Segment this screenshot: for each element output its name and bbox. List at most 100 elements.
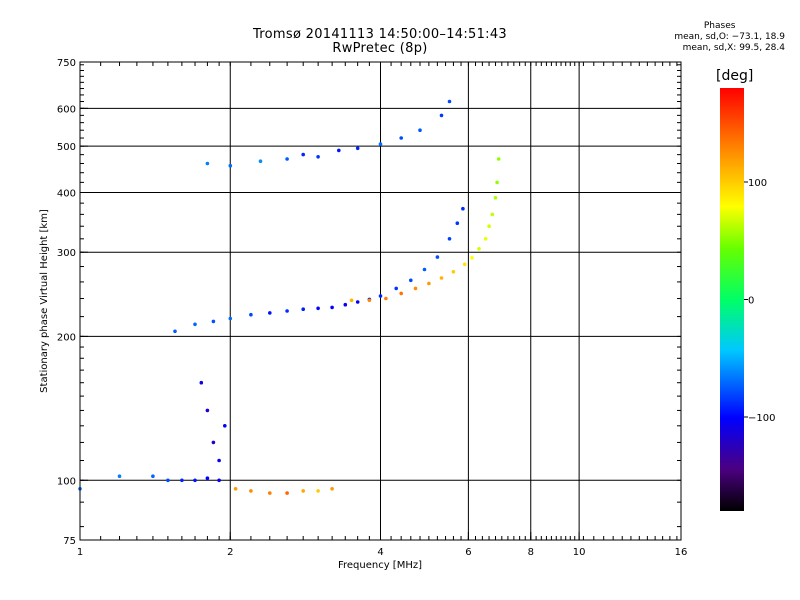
x-axis-label: Frequency [MHz]: [338, 560, 422, 571]
echo-point: [199, 380, 204, 385]
phase-stats-heading: Phases: [703, 21, 736, 31]
echo-point: [477, 247, 481, 251]
y-tick-label: 750: [57, 58, 76, 69]
echo-point: [301, 152, 306, 157]
x-tick-label: 6: [465, 547, 471, 558]
echo-point: [258, 159, 263, 163]
y-tick-label: 200: [57, 332, 76, 343]
echo-point: [249, 312, 253, 317]
echo-point: [495, 180, 499, 185]
x-tick-label: 16: [675, 547, 688, 558]
echo-point: [285, 491, 289, 495]
y-tick-label: 400: [57, 188, 76, 199]
echo-point: [151, 474, 155, 479]
y-axis-label: Stationary phase Virtual Height [km]: [39, 209, 50, 393]
echo-point: [378, 142, 383, 146]
echo-point: [205, 161, 210, 166]
echo-point: [337, 148, 341, 153]
echo-point: [384, 296, 388, 301]
y-tick-label: 500: [57, 142, 76, 153]
echo-point: [490, 212, 495, 217]
echo-point: [439, 113, 444, 118]
echo-point: [483, 237, 488, 241]
echo-point: [439, 276, 444, 280]
echo-point: [228, 316, 233, 321]
echo-point: [117, 474, 122, 479]
grid-lines: [80, 62, 681, 540]
chart-title: Tromsø 20141113 14:50:00–14:51:43: [252, 27, 508, 42]
y-axis-ticks: 75 100 200 300 400 500 600 750: [57, 58, 681, 547]
echo-point: [285, 309, 289, 313]
x-tick-label: 8: [528, 547, 534, 558]
echo-point: [461, 206, 465, 211]
echo-point: [193, 322, 197, 327]
echo-point: [447, 237, 452, 241]
y-tick-label: 300: [57, 248, 76, 259]
echo-point: [496, 157, 501, 161]
echo-point: [399, 291, 404, 296]
echo-point: [173, 329, 177, 334]
echo-point: [378, 294, 383, 298]
colorbar: [720, 88, 744, 511]
x-tick-label: 10: [573, 547, 586, 558]
echo-point: [233, 487, 238, 491]
echo-point: [268, 491, 272, 495]
phase-stats-o-mode: mean, sd,O: −73.1, 18.9: [674, 32, 785, 42]
y-tick-label: 75: [63, 536, 76, 547]
phase-stats-x-mode: mean, sd,X: 99.5, 28.4: [682, 43, 785, 53]
y-tick-label: 600: [57, 104, 76, 115]
echo-point: [435, 255, 440, 259]
echo-point: [413, 286, 418, 291]
echo-point: [343, 302, 348, 307]
echo-point: [493, 196, 498, 200]
echo-point: [180, 478, 184, 483]
echo-point: [316, 306, 320, 311]
echo-point: [455, 221, 460, 225]
colorbar-title: [deg]: [716, 68, 754, 84]
echo-point: [447, 99, 452, 104]
echo-point: [205, 476, 210, 481]
echo-point: [301, 307, 306, 312]
colorbar-tick-label: 0: [748, 296, 754, 307]
echo-point: [367, 298, 372, 303]
echo-point: [470, 255, 474, 260]
data-points: [78, 99, 501, 495]
echo-point: [211, 319, 216, 324]
echo-point: [301, 489, 306, 493]
echo-point: [462, 262, 467, 267]
echo-point: [422, 267, 427, 272]
echo-point: [427, 281, 431, 286]
echo-point: [394, 286, 399, 291]
x-axis-ticks: 1 2 4 6 8 10 16: [77, 62, 688, 558]
echo-point: [349, 298, 354, 303]
echo-point: [487, 224, 491, 228]
echo-point: [316, 489, 320, 493]
colorbar-tick-label: −100: [748, 413, 775, 424]
echo-point: [409, 278, 413, 283]
echo-point: [285, 157, 289, 161]
echo-point: [205, 408, 210, 413]
echo-point: [316, 155, 320, 159]
echo-point: [451, 270, 456, 274]
echo-point: [399, 136, 404, 140]
x-tick-label: 1: [77, 547, 83, 558]
echo-point: [355, 300, 360, 304]
echo-point: [249, 489, 253, 493]
echo-point: [211, 440, 216, 445]
phase-stats: Phases mean, sd,O: −73.1, 18.9 mean, sd,…: [674, 21, 785, 54]
x-tick-label: 4: [377, 547, 383, 558]
chart-subtitle: RwPretec (8p): [332, 41, 428, 56]
colorbar-ticks: 100 0 −100: [744, 178, 775, 424]
echo-point: [330, 305, 334, 310]
echo-point: [217, 458, 221, 463]
echo-point: [228, 163, 233, 168]
y-tick-label: 100: [57, 476, 76, 487]
echo-point: [418, 128, 422, 132]
echo-point: [166, 478, 170, 483]
echo-point: [355, 146, 360, 151]
echo-point: [217, 478, 221, 483]
echo-point: [330, 487, 334, 491]
echo-point: [193, 478, 197, 483]
echo-point: [268, 311, 272, 315]
